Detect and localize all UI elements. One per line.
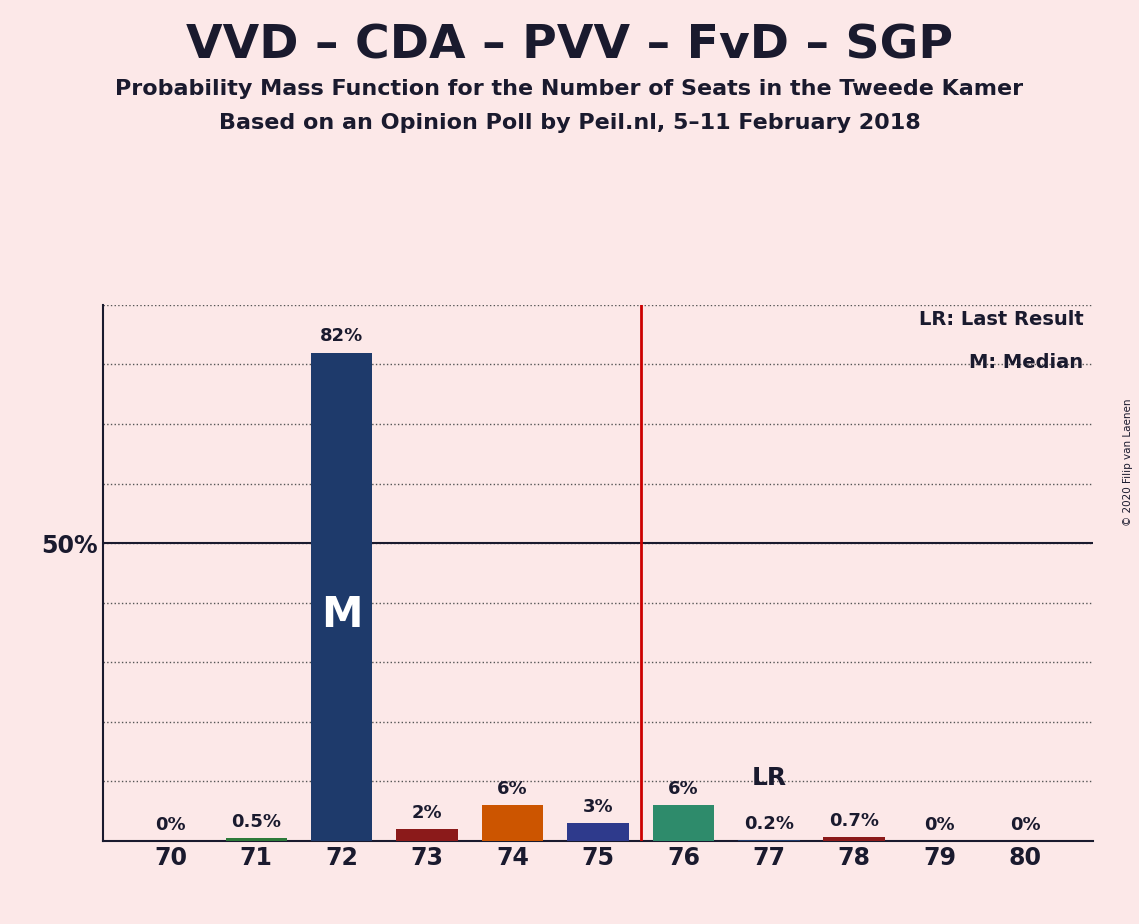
Text: 82%: 82% — [320, 327, 363, 346]
Text: LR: LR — [752, 766, 786, 790]
Text: 0.2%: 0.2% — [744, 814, 794, 833]
Bar — [653, 805, 714, 841]
Text: 0%: 0% — [1010, 816, 1040, 833]
Text: VVD – CDA – PVV – FvD – SGP: VVD – CDA – PVV – FvD – SGP — [186, 23, 953, 68]
Text: Probability Mass Function for the Number of Seats in the Tweede Kamer: Probability Mass Function for the Number… — [115, 79, 1024, 99]
Text: 0%: 0% — [925, 816, 954, 833]
Text: 6%: 6% — [669, 780, 698, 798]
Text: Based on an Opinion Poll by Peil.nl, 5–11 February 2018: Based on an Opinion Poll by Peil.nl, 5–1… — [219, 113, 920, 133]
Text: 0.7%: 0.7% — [829, 811, 879, 830]
Bar — [482, 805, 543, 841]
Text: 2%: 2% — [412, 804, 442, 821]
Text: LR: Last Result: LR: Last Result — [919, 310, 1083, 329]
Bar — [823, 836, 885, 841]
Text: 6%: 6% — [498, 780, 527, 798]
Text: 0.5%: 0.5% — [231, 813, 281, 831]
Bar — [311, 353, 372, 841]
Text: 3%: 3% — [583, 797, 613, 816]
Bar — [396, 829, 458, 841]
Text: M: M — [321, 593, 362, 636]
Text: © 2020 Filip van Laenen: © 2020 Filip van Laenen — [1123, 398, 1133, 526]
Text: M: Median: M: Median — [969, 353, 1083, 372]
Text: 0%: 0% — [156, 816, 186, 833]
Bar — [738, 840, 800, 841]
Bar — [226, 838, 287, 841]
Bar — [567, 823, 629, 841]
